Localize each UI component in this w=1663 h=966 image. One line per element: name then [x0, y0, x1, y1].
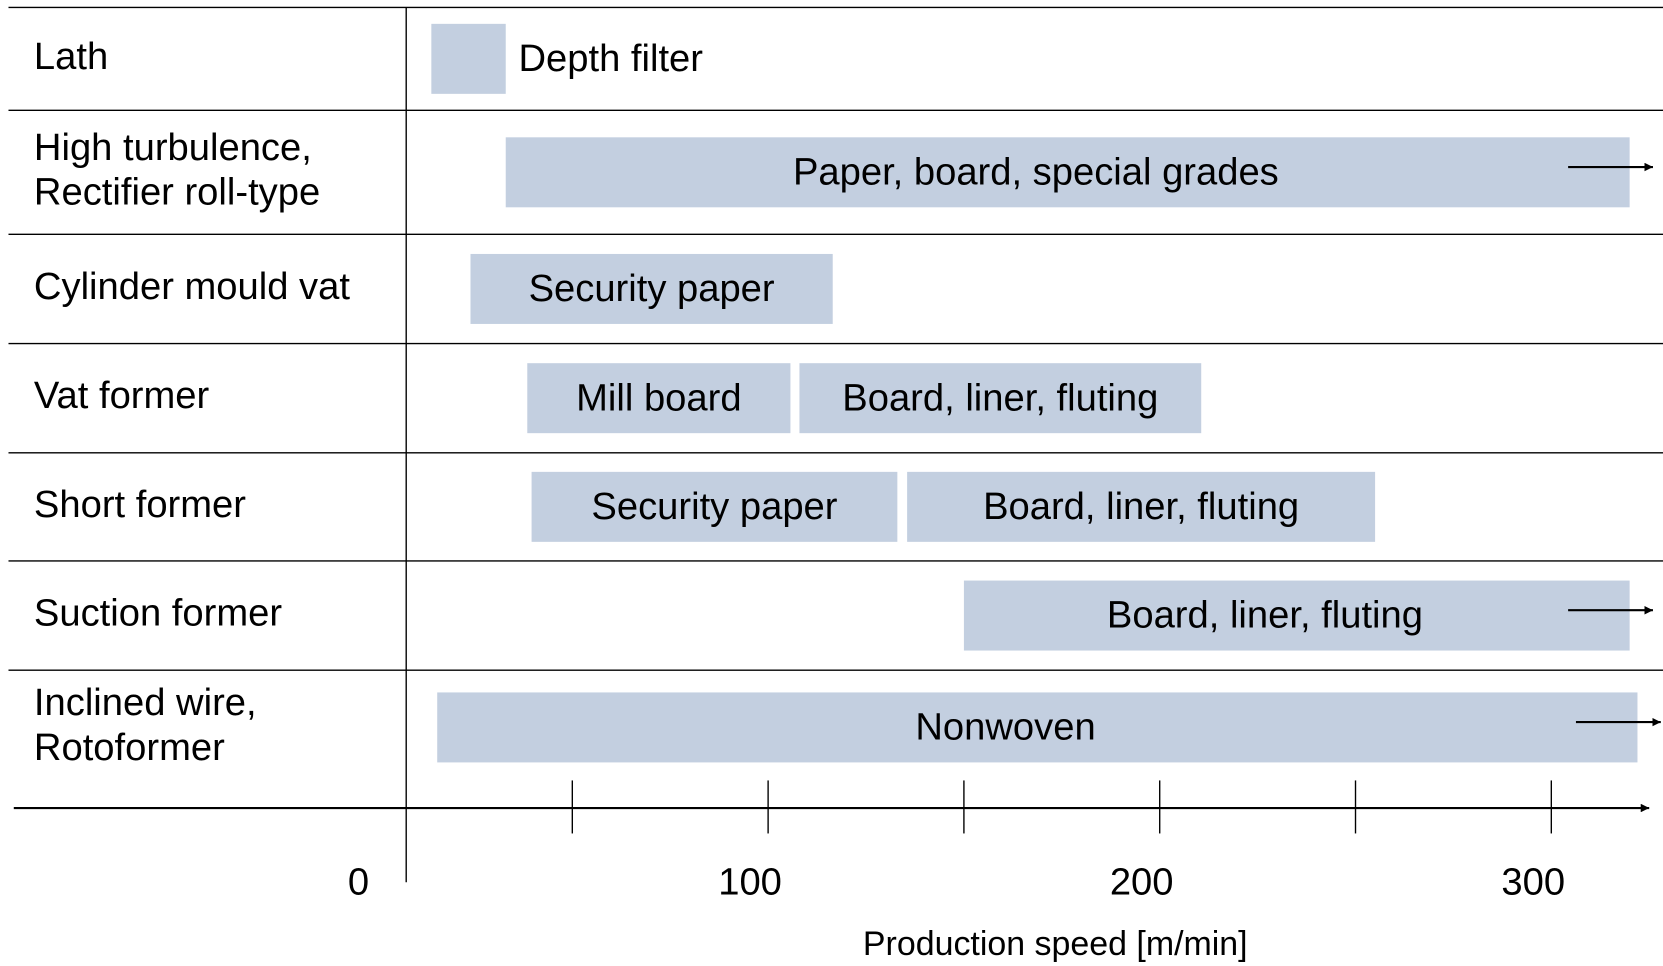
x-tick-label: 100 — [718, 860, 782, 903]
x-axis-label: Production speed [m/min] — [863, 925, 1248, 963]
x-tick-label: 200 — [1110, 860, 1174, 903]
row-label: Vat former — [34, 374, 210, 417]
bar-label: Security paper — [529, 267, 775, 310]
bar-label: Mill board — [576, 376, 741, 419]
range-bar — [907, 471, 1376, 542]
bar-label: Board, liner, fluting — [1107, 594, 1423, 637]
row-label: Suction former — [34, 592, 282, 635]
range-bar — [431, 23, 506, 94]
x-tick-label: 0 — [348, 860, 369, 903]
bar-label: Board, liner, fluting — [842, 376, 1158, 419]
range-bar — [963, 580, 1630, 651]
bar-label: Board, liner, fluting — [983, 485, 1299, 528]
row-label: Lath — [34, 35, 108, 78]
row-label: Rotoformer — [34, 726, 225, 769]
range-bar — [437, 692, 1638, 763]
range-bar — [527, 363, 791, 434]
bar-label: Paper, board, special grades — [793, 151, 1279, 194]
range-bar — [531, 471, 898, 542]
bar-label: Depth filter — [518, 37, 703, 80]
row-label: Rectifier roll-type — [34, 171, 320, 214]
row-label: Cylinder mould vat — [34, 265, 350, 308]
range-bar — [799, 363, 1202, 434]
range-bar — [505, 137, 1630, 208]
row-label: High turbulence, — [34, 126, 312, 169]
x-tick-label: 300 — [1501, 860, 1565, 903]
row-label: Short former — [34, 483, 246, 526]
row-label: Inclined wire, — [34, 681, 257, 724]
bar-label: Security paper — [591, 485, 837, 528]
bar-label: Nonwoven — [915, 706, 1095, 749]
range-bar — [470, 253, 833, 324]
